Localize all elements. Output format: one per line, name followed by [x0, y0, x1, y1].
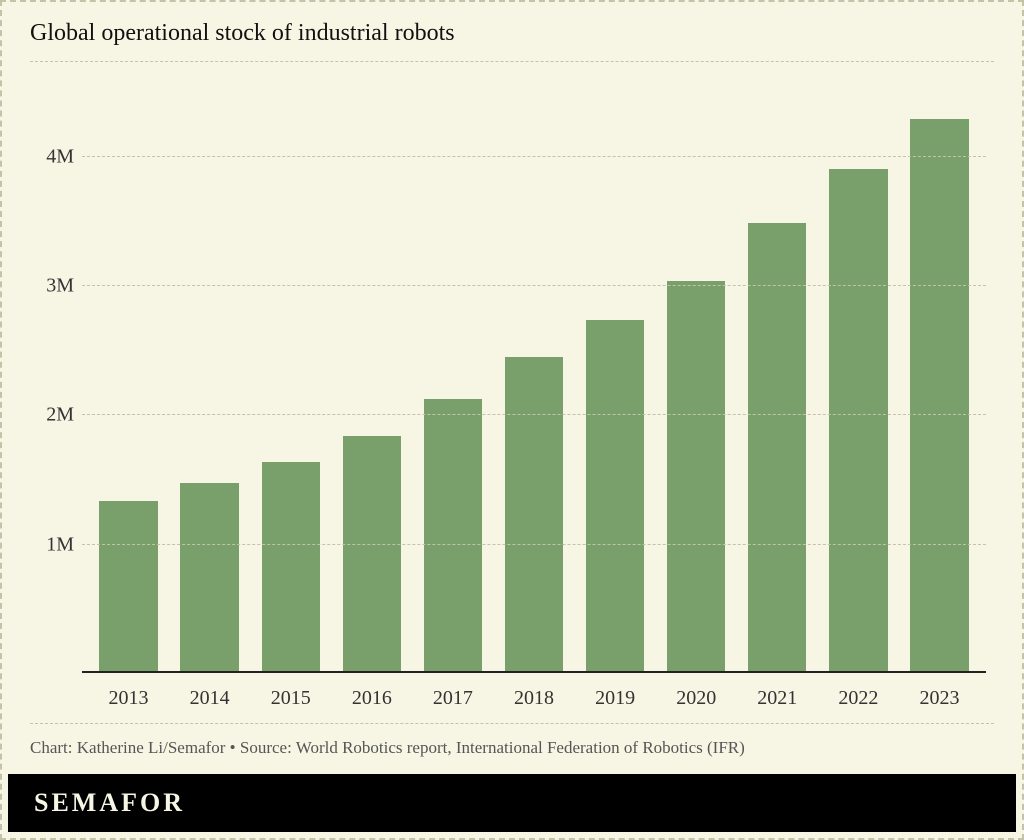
grid-line: 3M	[82, 285, 986, 286]
bar	[99, 501, 157, 673]
x-axis-label: 2013	[88, 673, 169, 723]
bar-slot	[88, 78, 169, 673]
bar-slot	[575, 78, 656, 673]
bar-slot	[656, 78, 737, 673]
x-axis-label: 2014	[169, 673, 250, 723]
bar-slot	[899, 78, 980, 673]
x-axis-label: 2019	[575, 673, 656, 723]
x-axis-label: 2017	[412, 673, 493, 723]
brand-bar: SEMAFOR	[8, 774, 1016, 832]
brand-logo-text: SEMAFOR	[34, 788, 185, 818]
grid-line: 1M	[82, 544, 986, 545]
y-axis-label: 1M	[30, 533, 74, 556]
bar	[586, 320, 644, 673]
chart-grid: 1M 2M 3M 4M	[82, 78, 986, 673]
x-axis-label: 2022	[818, 673, 899, 723]
grid-line: 4M	[82, 156, 986, 157]
x-axis-label: 2018	[493, 673, 574, 723]
bar	[667, 281, 725, 673]
bar	[180, 483, 238, 673]
bar-slot	[737, 78, 818, 673]
x-axis-label: 2020	[656, 673, 737, 723]
x-axis-labels: 2013201420152016201720182019202020212022…	[82, 673, 986, 723]
bar	[748, 223, 806, 673]
bar-slot	[169, 78, 250, 673]
y-axis-label: 3M	[30, 274, 74, 297]
y-axis-label: 4M	[30, 145, 74, 168]
x-axis-label: 2016	[331, 673, 412, 723]
x-axis-label: 2015	[250, 673, 331, 723]
bar	[505, 357, 563, 673]
plot-area: 1M2M3M4M 2013201420152016201720182019202…	[30, 78, 994, 723]
chart-footer: Chart: Katherine Li/Semafor • Source: Wo…	[2, 723, 1022, 774]
bar-slot	[331, 78, 412, 673]
bar	[262, 462, 320, 673]
chart-container: Global operational stock of industrial r…	[2, 2, 1022, 723]
y-axis-label: 2M	[30, 404, 74, 427]
x-axis-label: 2023	[899, 673, 980, 723]
bar	[343, 436, 401, 673]
bar	[424, 399, 482, 673]
chart-title: Global operational stock of industrial r…	[30, 20, 994, 62]
bar-slot	[493, 78, 574, 673]
bar-slot	[818, 78, 899, 673]
bar	[910, 119, 968, 673]
x-axis-label: 2021	[737, 673, 818, 723]
grid-line: 2M	[82, 414, 986, 415]
bar-slot	[412, 78, 493, 673]
bars-group	[82, 78, 986, 673]
source-text: Chart: Katherine Li/Semafor • Source: Wo…	[30, 723, 994, 774]
bar	[829, 169, 887, 673]
bar-slot	[250, 78, 331, 673]
